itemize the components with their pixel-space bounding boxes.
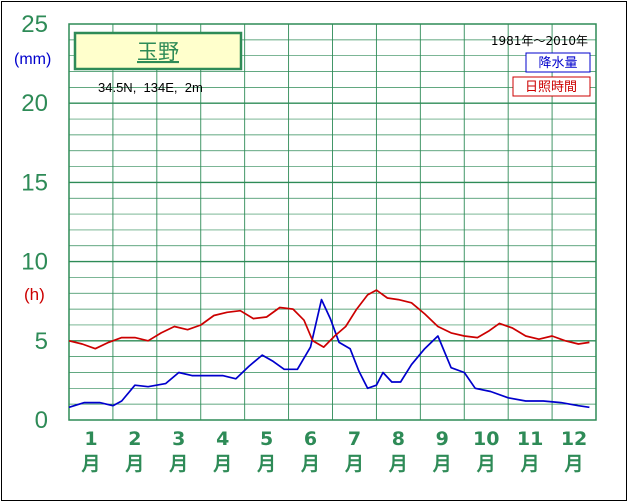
y-tick-label: 20 — [21, 90, 48, 117]
series-lines — [68, 289, 590, 409]
x-tick-month-suffix: 月 — [432, 453, 452, 475]
legend-sunshine-label: 日照時間 — [525, 80, 577, 95]
x-tick-month-suffix: 月 — [124, 453, 144, 475]
y-axis-ticks: 0 5 10 15 20 25 — [21, 11, 48, 434]
station-name: 玉野 — [137, 40, 179, 64]
x-tick-month-number: 9 — [436, 428, 449, 450]
y-tick-label: 10 — [21, 249, 48, 276]
y-tick-label: 5 — [35, 328, 48, 355]
x-tick-month-number: 10 — [473, 428, 499, 450]
x-axis-ticks: 1 月 2 月 3 月 4 月 5 月 6 月 7 月 8 月 9 月 10 月 11 月 12 月 — [80, 428, 587, 475]
legend-sunshine-box — [512, 76, 591, 97]
legend-precipitation-label: 降水量 — [538, 56, 577, 71]
x-tick-month-suffix: 月 — [344, 453, 364, 475]
x-tick-month-number: 2 — [128, 428, 141, 450]
x-tick-month-suffix: 月 — [388, 453, 408, 475]
y-tick-label: 15 — [21, 169, 48, 196]
x-tick-month-suffix: 月 — [520, 453, 540, 475]
x-tick-month-number: 11 — [517, 428, 543, 450]
x-tick-month-suffix: 月 — [256, 453, 276, 475]
sunshine-unit-label: (h) — [24, 285, 45, 304]
x-tick-month-number: 7 — [348, 428, 361, 450]
x-tick-month-number: 5 — [260, 428, 273, 450]
x-tick-month-number: 1 — [84, 428, 97, 450]
x-tick-month-number: 4 — [216, 428, 229, 450]
y-tick-label: 0 — [35, 407, 48, 434]
station-box — [73, 31, 243, 71]
x-tick-month-suffix: 月 — [80, 453, 100, 475]
x-tick-month-number: 6 — [304, 428, 317, 450]
series-line-sunshine — [68, 289, 590, 350]
x-tick-month-suffix: 月 — [212, 453, 232, 475]
legend-precipitation-box — [525, 52, 591, 73]
x-tick-month-number: 12 — [561, 428, 587, 450]
x-tick-month-suffix: 月 — [564, 453, 584, 475]
y-tick-label: 25 — [21, 11, 48, 38]
period-label: 1981年〜2010年 — [491, 34, 588, 48]
x-tick-month-suffix: 月 — [300, 453, 320, 475]
location-info: 34.5N, 134E, 2m — [98, 80, 203, 95]
x-tick-month-number: 3 — [172, 428, 185, 450]
precipitation-unit-label: (mm) — [14, 51, 51, 68]
x-tick-month-suffix: 月 — [168, 453, 188, 475]
x-tick-month-suffix: 月 — [476, 453, 496, 475]
series-line-precipitation — [68, 298, 590, 409]
x-tick-month-number: 8 — [392, 428, 405, 450]
